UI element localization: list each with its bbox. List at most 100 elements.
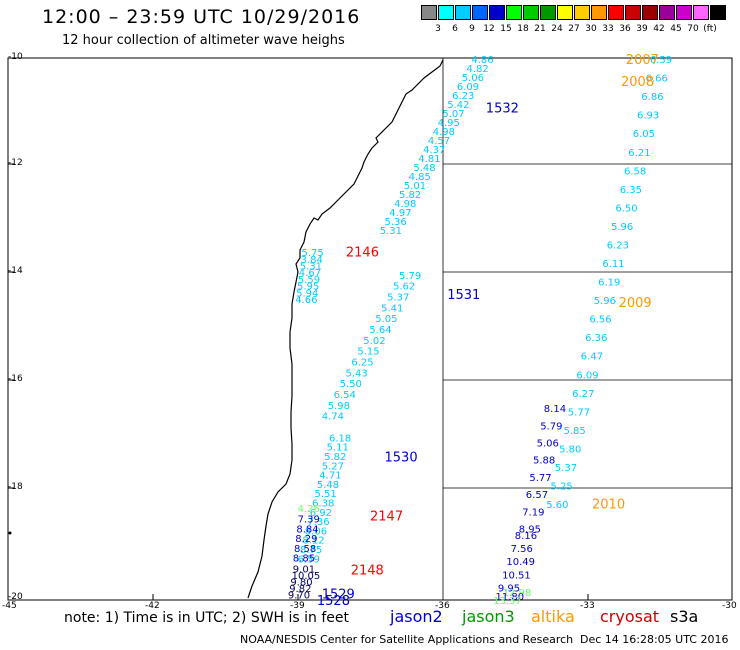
wave-height-value: 9.95 <box>498 584 520 595</box>
scale-swatch <box>642 5 658 20</box>
wave-height-value: 5.60 <box>546 500 568 511</box>
wave-height-value: 5.77 <box>529 473 551 484</box>
wave-height-value: 9.82 <box>289 584 311 595</box>
wave-height-value: 5.79 <box>399 271 421 282</box>
wave-height-value: 5.96 <box>611 222 633 233</box>
wave-height-value: 5.36 <box>385 217 407 228</box>
scale-swatch <box>523 5 539 20</box>
scale-swatch <box>557 5 573 20</box>
wave-height-value: 4.67 <box>299 268 321 279</box>
scale-tick-label: 30 <box>585 24 597 34</box>
wave-height-value: 5.15 <box>357 347 379 358</box>
wave-height-value: 5.51 <box>315 489 337 500</box>
wave-height-value: 4.26 <box>298 504 320 515</box>
scale-tick-label: 70 <box>687 24 699 34</box>
wave-height-value: 5.41 <box>381 303 403 314</box>
wave-height-value: 5.50 <box>340 379 362 390</box>
wave-height-value: 6.18 <box>329 433 351 444</box>
wave-height-value: 8.84 <box>296 525 318 536</box>
map-labels: 4.864.825.066.096.235.425.074.954.984.57… <box>288 53 672 609</box>
lon-label: -36 <box>435 601 450 611</box>
mission-altika: altika <box>531 607 575 626</box>
scale-swatch <box>591 5 607 20</box>
wave-height-value: 5.88 <box>533 456 555 467</box>
wave-height-value: 6.50 <box>615 203 637 214</box>
lon-label: -45 <box>2 601 17 611</box>
wave-height-value: 8.58 <box>294 544 316 555</box>
wave-height-value: 6.21 <box>628 148 650 159</box>
scale-swatch <box>659 5 675 20</box>
wave-height-value: 4.95 <box>438 118 460 129</box>
wave-height-value: 13.37 <box>493 596 522 607</box>
scale-swatch <box>421 5 437 20</box>
wave-height-value: 6.92 <box>310 508 332 519</box>
pass-label: 2010 <box>592 498 625 513</box>
lat-label: -12 <box>8 158 23 168</box>
wave-height-value: 6.25 <box>351 358 373 369</box>
scale-tick-label: 27 <box>568 24 580 34</box>
wave-height-value: 4.66 <box>295 295 317 306</box>
wave-height-value: 5.80 <box>559 444 581 455</box>
scale-tick-label: 18 <box>517 24 529 34</box>
wave-height-value: 6.56 <box>589 315 611 326</box>
scale-swatch <box>710 5 726 20</box>
wave-height-value: 7.36 <box>307 517 329 528</box>
scale-tick-label: 6 <box>452 24 458 34</box>
scale-swatch <box>693 5 709 20</box>
pass-label: 2008 <box>621 75 654 90</box>
scale-swatch <box>540 5 556 20</box>
wave-height-value: 5.06 <box>462 73 484 84</box>
wave-height-value: 6.47 <box>581 352 603 363</box>
pass-label: 2147 <box>370 509 403 524</box>
wave-height-value: 5.48 <box>413 163 435 174</box>
wave-height-value: 8.95 <box>519 525 541 536</box>
scale-tick-label: 15 <box>500 24 512 34</box>
pass-label: 1532 <box>486 101 519 116</box>
wave-height-value: 11.80 <box>496 592 525 603</box>
scale-tick-label: 24 <box>551 24 563 34</box>
wave-height-value: 5.82 <box>399 190 421 201</box>
lon-label: -33 <box>580 601 595 611</box>
pass-label: 2009 <box>619 296 652 311</box>
wave-height-value: 5.37 <box>387 293 409 304</box>
wave-height-value: 5.11 <box>327 443 349 454</box>
credit-line: NOAA/NESDIS Center for Satellite Applica… <box>240 633 574 646</box>
wave-height-value: 8.14 <box>544 404 566 415</box>
wave-height-value: 8.16 <box>515 531 537 542</box>
wave-height-value: 8.06 <box>305 526 327 537</box>
scale-tick-label: 33 <box>602 24 614 34</box>
pass-label: 2007 <box>626 53 659 68</box>
wave-height-value: 5.37 <box>555 463 577 474</box>
wave-height-value: 5.48 <box>317 480 339 491</box>
wave-height-value: 6.09 <box>457 82 479 93</box>
wave-height-value: 10.51 <box>502 570 531 581</box>
wave-height-value: 4.85 <box>409 172 431 183</box>
lat-label: -10 <box>8 52 23 62</box>
wave-height-value: 5.31 <box>300 262 322 273</box>
wave-height-value: 6.23 <box>452 91 474 102</box>
map-frame <box>7 57 733 601</box>
wave-height-value: 5.43 <box>346 368 368 379</box>
wave-height-value: 8.12 <box>302 536 324 547</box>
lat-label: -14 <box>8 266 23 276</box>
scale-tick-label: (ft) <box>703 24 717 34</box>
mission-jason3: jason3 <box>462 607 515 626</box>
wave-height-value: 6.05 <box>633 129 655 140</box>
scale-swatch <box>455 5 471 20</box>
wave-height-value: 6.36 <box>585 333 607 344</box>
scale-tick-label: 21 <box>534 24 546 34</box>
wave-height-value: 6.59 <box>650 55 672 66</box>
wave-height-value: 6.93 <box>637 111 659 122</box>
wave-height-value: 5.96 <box>594 296 616 307</box>
scale-swatch <box>625 5 641 20</box>
wave-height-value: 5.25 <box>551 482 573 493</box>
wave-height-value: 5.98 <box>328 401 350 412</box>
wave-height-value: 5.79 <box>540 421 562 432</box>
wave-height-value: 10.49 <box>506 557 535 568</box>
wave-height-value: 5.42 <box>447 100 469 111</box>
scale-swatch <box>472 5 488 20</box>
wave-height-value: 8.75 <box>300 545 322 556</box>
wave-height-value: 8.29 <box>295 534 317 545</box>
wave-height-value: 3.84 <box>301 255 323 266</box>
pass-label: 2146 <box>346 246 379 261</box>
